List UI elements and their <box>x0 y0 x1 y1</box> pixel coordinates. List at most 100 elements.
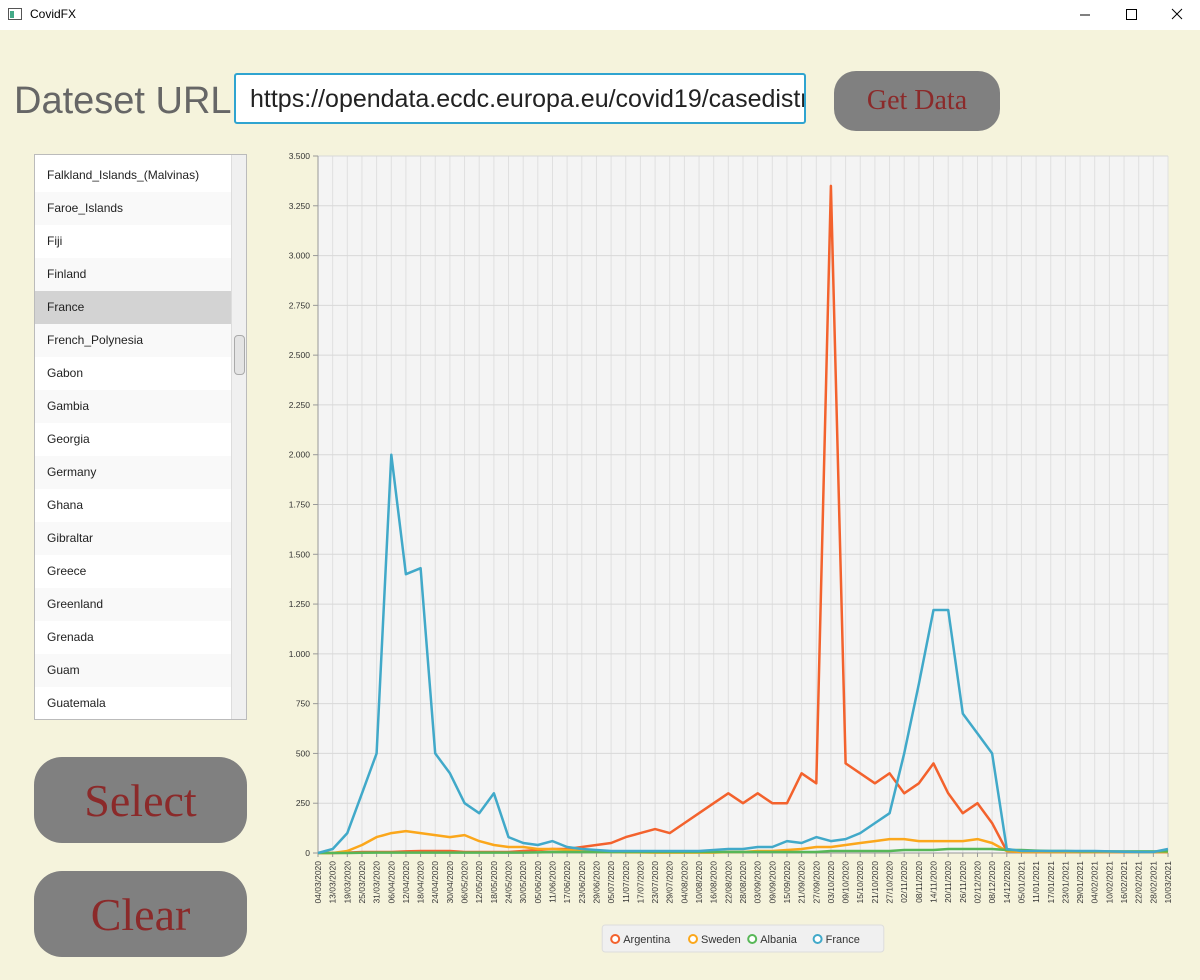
select-button[interactable]: Select <box>34 757 247 843</box>
list-item[interactable]: Gibraltar <box>35 522 233 555</box>
y-tick-label: 250 <box>296 798 310 808</box>
scrollbar[interactable] <box>231 155 246 719</box>
x-tick-label: 11/06/2020 <box>547 861 557 903</box>
x-tick-label: 19/03/2020 <box>342 861 352 904</box>
legend-label: Albania <box>760 934 798 946</box>
window-title: CovidFX <box>30 7 77 21</box>
y-tick-label: 3.000 <box>289 251 311 261</box>
list-item[interactable]: Falkland_Islands_(Malvinas) <box>35 159 233 192</box>
scroll-thumb[interactable] <box>234 335 245 375</box>
x-tick-label: 06/04/2020 <box>386 861 396 904</box>
url-input[interactable]: https://opendata.ecdc.europa.eu/covid19/… <box>234 73 806 124</box>
url-label: Dateset URL: <box>14 80 243 122</box>
x-tick-label: 27/09/2020 <box>811 861 821 904</box>
list-item[interactable]: Finland <box>35 258 233 291</box>
y-tick-label: 750 <box>296 699 310 709</box>
x-tick-label: 04/03/2020 <box>313 861 323 904</box>
x-tick-label: 02/11/2020 <box>899 861 909 903</box>
x-tick-label: 15/09/2020 <box>782 861 792 904</box>
x-tick-label: 17/07/2020 <box>635 861 645 904</box>
x-tick-label: 09/09/2020 <box>767 861 777 904</box>
x-tick-label: 09/10/2020 <box>841 861 851 904</box>
x-tick-label: 28/02/2021 <box>1148 861 1158 904</box>
x-tick-label: 11/01/2021 <box>1031 861 1041 903</box>
list-item[interactable]: Faroe_Islands <box>35 192 233 225</box>
x-tick-label: 30/05/2020 <box>518 861 528 904</box>
x-tick-label: 23/01/2021 <box>1060 861 1070 904</box>
legend: Argentina Sweden Albania France <box>601 924 885 953</box>
title-bar: CovidFX <box>0 0 1200 30</box>
x-tick-label: 31/03/2020 <box>372 861 382 904</box>
x-tick-label: 15/10/2020 <box>855 861 865 904</box>
x-tick-label: 06/05/2020 <box>460 861 470 904</box>
country-list[interactable]: Guatemala Guam Grenada Greenland Greece Gibra… <box>34 154 247 720</box>
list-item[interactable]: Gambia <box>35 390 233 423</box>
y-tick-label: 0 <box>305 848 310 858</box>
x-tick-label: 20/11/2020 <box>943 861 953 903</box>
list-item[interactable]: Gabon <box>35 357 233 390</box>
x-tick-label: 22/08/2020 <box>723 861 733 904</box>
x-tick-label: 03/09/2020 <box>753 861 763 904</box>
list-item[interactable]: Fiji <box>35 225 233 258</box>
x-tick-label: 18/05/2020 <box>489 861 499 904</box>
list-item[interactable]: Greenland <box>35 588 233 621</box>
legend-box <box>601 924 885 953</box>
x-tick-label: 04/08/2020 <box>679 861 689 904</box>
y-tick-label: 2.000 <box>289 450 311 460</box>
x-tick-label: 04/02/2021 <box>1090 861 1100 904</box>
x-tick-label: 05/07/2020 <box>606 861 616 904</box>
x-tick-label: 17/01/2021 <box>1046 861 1056 904</box>
series-line <box>318 184 1168 855</box>
list-item[interactable]: French_Polynesia <box>35 324 233 357</box>
x-tick-label: 14/12/2020 <box>1002 861 1012 904</box>
legend-label: Argentina <box>623 934 671 946</box>
y-tick-label: 2.500 <box>289 350 311 360</box>
list-item[interactable]: Georgia <box>35 423 233 456</box>
list-item[interactable]: Greece <box>35 555 233 588</box>
x-tick-label: 25/03/2020 <box>357 861 367 904</box>
list-item[interactable]: Germany <box>35 456 233 489</box>
x-tick-label: 22/02/2021 <box>1134 861 1144 904</box>
x-tick-label: 16/08/2020 <box>709 861 719 904</box>
y-tick-label: 1.500 <box>289 549 311 559</box>
x-tick-label: 05/01/2021 <box>1016 861 1026 904</box>
x-tick-label: 24/04/2020 <box>430 861 440 904</box>
x-tick-label: 12/05/2020 <box>474 861 484 904</box>
list-item[interactable]: Ghana <box>35 489 233 522</box>
list-item[interactable]: France <box>35 291 233 324</box>
x-tick-label: 10/03/2021 <box>1163 861 1173 904</box>
series-line <box>318 847 1168 855</box>
clear-button[interactable]: Clear <box>34 871 247 957</box>
y-tick-label: 3.500 <box>289 151 311 161</box>
x-tick-label: 08/12/2020 <box>987 861 997 904</box>
x-tick-label: 30/04/2020 <box>445 861 455 904</box>
x-tick-label: 23/07/2020 <box>650 861 660 904</box>
legend-marker <box>610 934 621 944</box>
x-tick-label: 27/10/2020 <box>885 861 895 904</box>
series-line <box>318 829 1168 855</box>
legend-label: Sweden <box>701 934 741 946</box>
list-item[interactable]: Guam <box>35 654 233 687</box>
window-controls[interactable] <box>1070 0 1200 30</box>
x-tick-label: 12/04/2020 <box>401 861 411 904</box>
y-tick-label: 1.750 <box>289 500 311 510</box>
y-tick-label: 1.000 <box>289 649 311 659</box>
y-tick-label: 2.250 <box>289 400 311 410</box>
x-tick-label: 08/11/2020 <box>914 861 924 903</box>
x-tick-label: 26/11/2020 <box>958 861 968 903</box>
series-line <box>317 453 1169 855</box>
x-tick-label: 23/06/2020 <box>577 861 587 904</box>
y-tick-label: 2.750 <box>289 300 311 310</box>
x-tick-label: 10/02/2021 <box>1104 861 1114 904</box>
list-item[interactable]: Grenada <box>35 621 233 654</box>
get-data-button[interactable]: Get Data <box>834 71 1000 131</box>
x-tick-label: 21/10/2020 <box>870 861 880 904</box>
legend-marker <box>747 934 758 944</box>
x-tick-label: 16/02/2021 <box>1119 861 1129 904</box>
x-tick-label: 29/07/2020 <box>665 861 675 904</box>
x-tick-label: 10/08/2020 <box>694 861 704 904</box>
list-item[interactable]: Guatemala <box>35 687 233 719</box>
x-tick-label: 18/04/2020 <box>416 861 426 904</box>
y-tick-label: 3.250 <box>289 201 311 211</box>
